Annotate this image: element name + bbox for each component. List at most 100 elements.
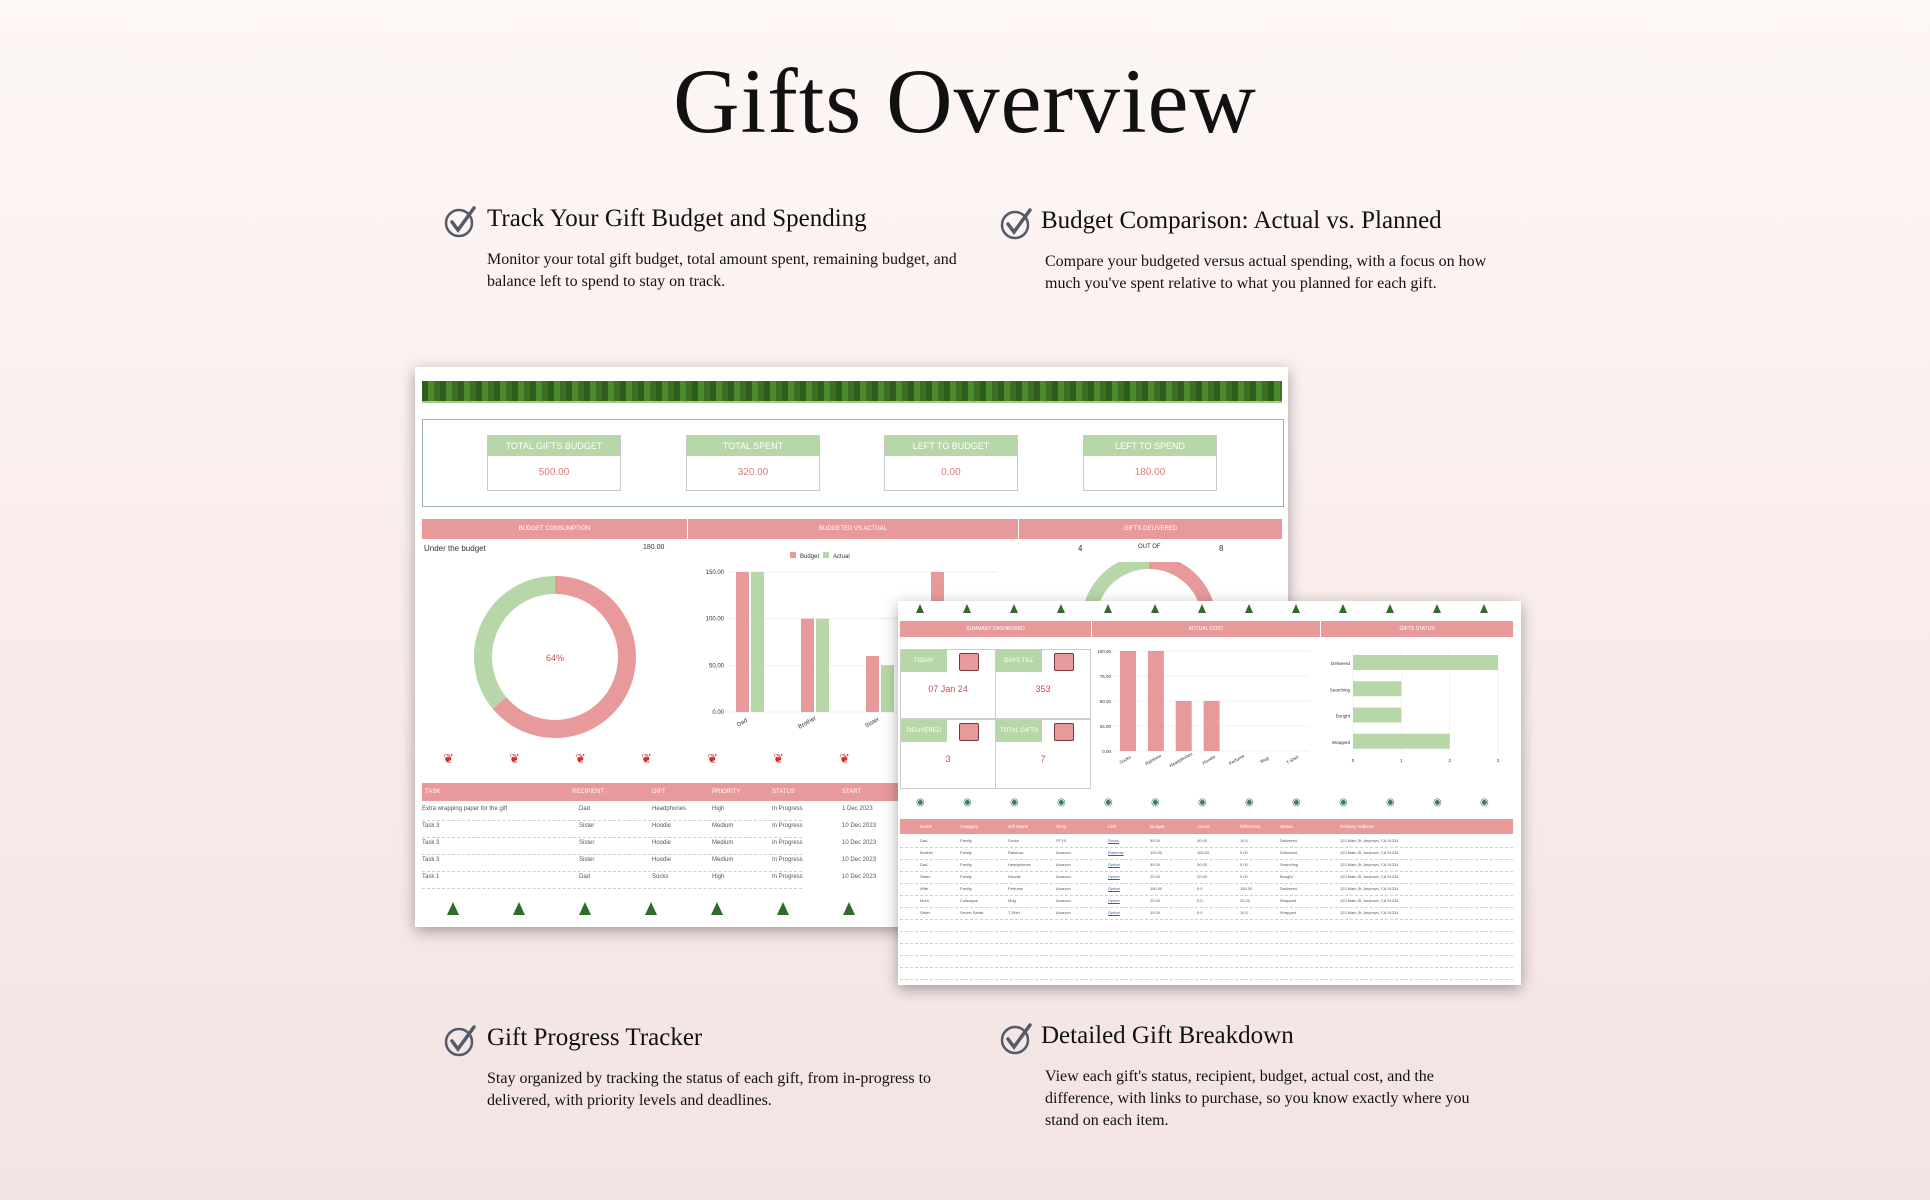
table-cell: Task 3 — [422, 857, 440, 863]
bar-rainbow — [1147, 651, 1164, 751]
ornament-icon: ❦ — [575, 751, 586, 766]
table-cell: Task 3 — [422, 823, 440, 829]
table-cell: 150.00 — [1240, 886, 1253, 891]
tile-label: TOTAL GIFTS — [996, 720, 1042, 742]
table-cell: Headphones — [1008, 862, 1031, 867]
table-cell: 123 Main St, Anytown, CA 91234 — [1340, 886, 1399, 891]
table-cell: Dad — [920, 862, 928, 867]
tree-icon — [1104, 604, 1112, 613]
consumption-value: 180.00 — [643, 544, 665, 551]
tree-icon — [711, 902, 723, 915]
column-header: STATUS — [772, 789, 795, 795]
table-cell: Amazon — [1056, 850, 1071, 855]
table-cell: Dad — [920, 838, 928, 843]
column-header: Difference — [1240, 824, 1261, 829]
column-header: TASK — [425, 789, 441, 795]
table-cell: Medium — [712, 823, 734, 829]
gift-icon — [959, 653, 979, 671]
y-tick-label: 0.00 — [1102, 749, 1111, 754]
x-tick-label: Headphones — [1169, 751, 1194, 768]
gift-table-header: Name Category Gift Name Shop Link Budget Actua… — [900, 819, 1513, 834]
table-cell: 50.00 — [1197, 862, 1208, 867]
table-cell: 123 Main St, Anytown, CA 91234 — [1340, 850, 1399, 855]
tile-label: TODAY — [901, 650, 947, 672]
section-header: GIFTS DELIVERED — [1019, 519, 1282, 539]
bar-searching — [1353, 681, 1402, 697]
y-tick-label: 100.00 — [706, 617, 725, 623]
tree-icon — [645, 902, 657, 915]
y-tick-label: 100.00 — [1097, 649, 1111, 654]
table-cell: Amazon — [1056, 862, 1071, 867]
table-cell: In Progress — [772, 840, 803, 846]
y-tick-label: Bought — [1336, 714, 1351, 719]
table-cell: Family — [960, 838, 972, 843]
table-row: Mom Colleague Mug Amazon Option 20.00 0.0 20.00… — [900, 896, 1513, 908]
bar-wrapped — [1353, 733, 1450, 749]
purchase-link[interactable]: Option — [1108, 874, 1120, 879]
feature-title: Detailed Gift Breakdown — [1041, 1022, 1294, 1049]
delivered-out-of: OUT OF — [1138, 544, 1161, 550]
table-cell: 50.00 — [1150, 838, 1161, 843]
ornament-icon: ❦ — [509, 751, 520, 766]
kpi-left-to-budget: LEFT TO BUDGET 0.00 — [884, 435, 1018, 491]
table-cell: 10.0 — [1240, 838, 1248, 843]
table-row: Task 3 Sister Hoodie Medium In Progress 10 De… — [422, 838, 876, 855]
table-row: Dad Family Headphones Amazon Option 50.00 50.0… — [900, 860, 1513, 872]
table-cell: Hoodie — [652, 823, 672, 829]
empty-table-row — [900, 968, 1513, 980]
table-cell: Brother — [920, 850, 934, 855]
table-cell: Sister — [920, 874, 931, 879]
purchase-link[interactable]: Option — [1108, 898, 1120, 903]
feature-description: Stay organized by tracking the status of… — [487, 1070, 932, 1109]
bar-hoodie — [1203, 701, 1220, 751]
donut-slice-remaining — [474, 576, 556, 709]
purchase-link[interactable]: Option — [1108, 862, 1120, 867]
section-header: ACTUAL COST — [1092, 621, 1320, 637]
bar-delivered — [1353, 655, 1498, 670]
tile-label: DELIVERED — [901, 720, 947, 742]
x-tick-label: 3 — [1497, 758, 1500, 763]
table-cell: 0.0 — [1197, 886, 1203, 891]
y-tick-label: 25.00 — [1100, 724, 1112, 729]
check-circle-icon — [1000, 1023, 1032, 1055]
tree-icon — [1339, 604, 1347, 613]
donut-slice-spent — [492, 576, 636, 738]
column-header: GIFT — [652, 789, 666, 795]
y-tick-label: Delivered — [1331, 661, 1351, 666]
table-cell: Family — [960, 886, 972, 891]
kpi-total-spent: TOTAL SPENT 320.00 — [686, 435, 820, 491]
delivered-total: 8 — [1219, 544, 1224, 553]
snowglobe-icon: ◉ — [916, 797, 925, 808]
snowglobe-icon: ◉ — [1198, 797, 1207, 808]
tree-icon — [1292, 604, 1300, 613]
feature-description: Compare your budgeted versus actual spen… — [1045, 253, 1487, 292]
table-cell: In Progress — [772, 823, 803, 829]
y-tick-label: 50.00 — [1100, 699, 1112, 704]
purchase-link[interactable]: Option — [1108, 910, 1120, 915]
table-cell: Task 3 — [422, 840, 440, 846]
table-cell: Extra wrapping paper for the gift — [422, 806, 508, 812]
table-cell: 10 Dec 2023 — [842, 857, 877, 863]
purchase-link[interactable]: Option — [1108, 886, 1120, 891]
table-cell: High — [712, 806, 725, 812]
table-cell: Perfume — [1008, 886, 1024, 891]
tree-icon — [579, 902, 591, 915]
purchase-link[interactable]: Socks — [1108, 838, 1119, 843]
table-cell: Amazon — [1056, 910, 1071, 915]
y-tick-label: Searching — [1330, 687, 1351, 692]
tree-icon — [916, 604, 924, 613]
table-row: Sister Family Hoodie Amazon Option 20.00 20.00… — [900, 872, 1513, 884]
table-cell: Wrapped — [1280, 898, 1297, 903]
table-cell: 20.00 — [1150, 874, 1161, 879]
table-cell: 20.00 — [1197, 874, 1208, 879]
bar-actual-dad — [751, 572, 764, 712]
section-header: SUMMARY DASHBOARD — [900, 621, 1091, 637]
tree-icon — [1198, 604, 1206, 613]
table-cell: Socks — [652, 874, 669, 880]
kpi-label: TOTAL GIFTS BUDGET — [488, 436, 620, 456]
kpi-label: LEFT TO BUDGET — [885, 436, 1017, 456]
table-row: Dad Family Socks STYX Socks 50.00 40.00 10.0 Del… — [900, 836, 1513, 848]
table-cell: In Progress — [772, 857, 803, 863]
purchase-link[interactable]: Rainbow — [1108, 850, 1124, 855]
tree-icon — [843, 902, 855, 915]
